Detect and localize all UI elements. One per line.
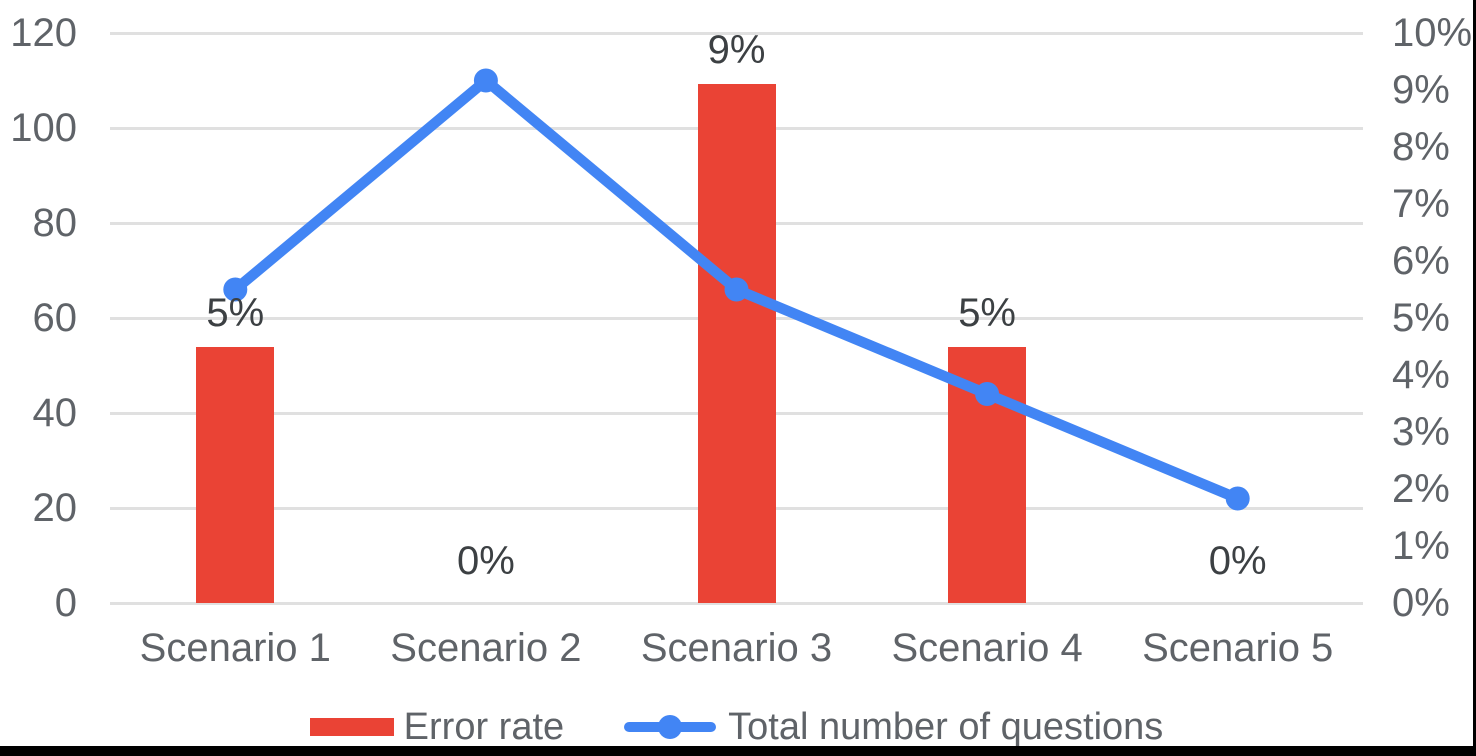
legend-label-error-rate: Error rate: [403, 705, 565, 748]
legend-label-total-questions: Total number of questions: [728, 705, 1164, 748]
right-axis-tick-label: 7%: [1392, 182, 1450, 226]
left-axis-tick-label: 100: [10, 106, 77, 150]
left-axis-tick-label: 80: [32, 201, 78, 245]
right-axis-tick-label: 8%: [1392, 125, 1450, 169]
right-axis-tick-label: 10%: [1392, 11, 1473, 55]
error-rate-swatch-icon: [309, 718, 394, 736]
left-axis-tick-label: 20: [32, 486, 78, 530]
category-label: Scenario 4: [891, 626, 1083, 670]
error-rate-data-label: 5%: [958, 290, 1016, 335]
total-questions-point: [975, 382, 1000, 406]
category-label: Scenario 1: [139, 626, 331, 670]
right-axis-tick-label: 1%: [1392, 524, 1450, 568]
gridline: [110, 32, 1363, 35]
error-rate-data-label: 9%: [707, 28, 766, 73]
right-axis-tick-label: 2%: [1392, 467, 1450, 511]
right-axis-tick-label: 3%: [1392, 410, 1450, 454]
category-label: Scenario 2: [390, 626, 582, 670]
total-questions-point: [724, 277, 749, 302]
category-label: Scenario 5: [1142, 626, 1334, 670]
legend-item-error-rate: Error rate: [309, 705, 565, 749]
left-axis-tick-label: 40: [32, 391, 78, 435]
screenshot-bottom-edge: [0, 746, 1476, 756]
error-rate-data-label: 0%: [456, 539, 515, 583]
right-axis-tick-label: 9%: [1392, 68, 1450, 112]
error-rate-data-label: 5%: [206, 290, 265, 335]
legend-item-total-questions: Total number of questions: [624, 706, 1163, 749]
error-rate-bar: [697, 84, 776, 603]
error-rate-data-label: 0%: [1208, 539, 1267, 583]
total-questions-point: [1225, 486, 1250, 511]
right-axis-tick-label: 6%: [1392, 239, 1450, 283]
screenshot-right-edge: [1473, 0, 1476, 756]
line-series-swatch-icon: [624, 715, 717, 739]
right-axis-tick-label: 4%: [1392, 353, 1450, 397]
total-questions-point: [473, 68, 498, 93]
right-axis-tick-label: 0%: [1392, 581, 1450, 625]
gridline: [110, 602, 1363, 605]
category-label: Scenario 3: [640, 626, 833, 670]
legend: Error rate Total number of questions: [110, 703, 1363, 751]
right-axis-tick-label: 5%: [1392, 296, 1450, 340]
left-axis-tick-label: 120: [10, 11, 77, 55]
left-axis-tick-label: 60: [32, 296, 78, 340]
total-questions-point: [223, 277, 248, 302]
line-swatch-dot: [658, 715, 683, 739]
error-rate-bar: [196, 346, 275, 603]
left-axis-tick-label: 0: [54, 581, 77, 625]
